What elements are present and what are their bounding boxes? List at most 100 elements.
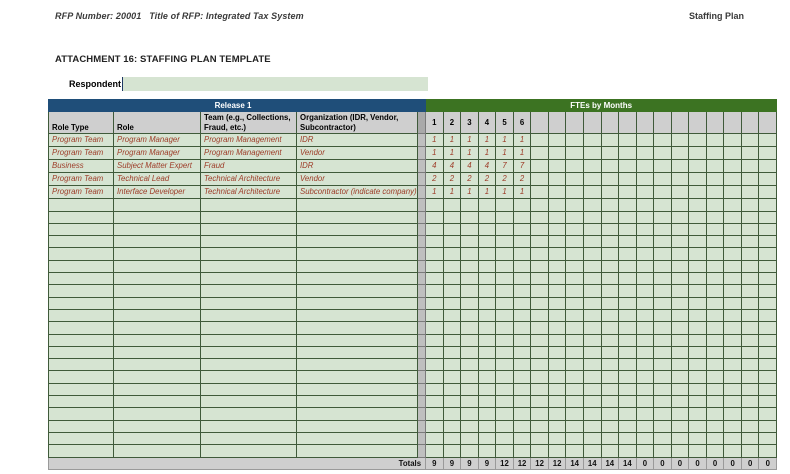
cell-empty[interactable] <box>512 284 532 298</box>
table-row-empty[interactable] <box>48 444 778 458</box>
cell-empty[interactable] <box>425 358 444 372</box>
cell-empty[interactable] <box>653 419 672 433</box>
cell-empty[interactable] <box>670 308 690 323</box>
cell-empty[interactable] <box>477 431 497 446</box>
cell-empty[interactable] <box>530 284 549 298</box>
cell-fte-month-19[interactable] <box>740 185 760 200</box>
cell-fte-month-3[interactable]: 2 <box>460 172 479 187</box>
cell-empty[interactable] <box>200 210 297 224</box>
cell-empty[interactable] <box>758 321 778 335</box>
cell-empty[interactable] <box>740 382 760 397</box>
cell-empty[interactable] <box>740 395 760 409</box>
cell-team[interactable]: Program Management <box>200 133 297 148</box>
cell-empty[interactable] <box>723 222 742 237</box>
cell-fte-month-20[interactable] <box>758 172 778 187</box>
cell-empty[interactable] <box>530 407 549 421</box>
cell-fte-month-5[interactable]: 2 <box>495 172 514 187</box>
cell-empty[interactable] <box>705 370 725 384</box>
cell-empty[interactable] <box>565 272 584 286</box>
cell-empty[interactable] <box>200 382 297 397</box>
cell-empty[interactable] <box>113 222 201 237</box>
cell-empty[interactable] <box>295 235 419 249</box>
cell-empty[interactable] <box>295 210 419 224</box>
cell-empty[interactable] <box>758 395 778 409</box>
cell-fte-month-4[interactable]: 1 <box>477 185 497 200</box>
cell-empty[interactable] <box>565 284 584 298</box>
table-row-empty[interactable] <box>48 358 778 372</box>
cell-empty[interactable] <box>600 431 620 446</box>
cell-fte-month-12[interactable] <box>618 133 637 148</box>
cell-empty[interactable] <box>740 222 760 237</box>
cell-empty[interactable] <box>635 308 655 323</box>
cell-empty[interactable] <box>547 284 567 298</box>
cell-empty[interactable] <box>200 296 297 310</box>
cell-empty[interactable] <box>200 198 297 212</box>
cell-empty[interactable] <box>758 444 778 458</box>
cell-empty[interactable] <box>670 444 690 458</box>
cell-empty[interactable] <box>495 444 514 458</box>
cell-empty[interactable] <box>618 308 637 323</box>
cell-empty[interactable] <box>200 345 297 360</box>
cell-empty[interactable] <box>600 210 620 224</box>
cell-empty[interactable] <box>547 259 567 274</box>
cell-empty[interactable] <box>495 210 514 224</box>
cell-empty[interactable] <box>705 272 725 286</box>
cell-fte-month-11[interactable] <box>600 172 620 187</box>
cell-empty[interactable] <box>565 444 584 458</box>
cell-empty[interactable] <box>442 419 462 433</box>
cell-fte-month-4[interactable]: 1 <box>477 146 497 161</box>
cell-fte-month-19[interactable] <box>740 159 760 174</box>
cell-empty[interactable] <box>705 210 725 224</box>
cell-empty[interactable] <box>425 382 444 397</box>
cell-organization[interactable]: Vendor <box>295 146 419 161</box>
cell-empty[interactable] <box>442 198 462 212</box>
cell-empty[interactable] <box>113 210 201 224</box>
cell-empty[interactable] <box>600 247 620 261</box>
cell-empty[interactable] <box>495 296 514 310</box>
cell-fte-month-17[interactable] <box>705 133 725 148</box>
cell-empty[interactable] <box>705 444 725 458</box>
cell-empty[interactable] <box>705 407 725 421</box>
cell-empty[interactable] <box>425 222 444 237</box>
cell-empty[interactable] <box>512 210 532 224</box>
cell-empty[interactable] <box>295 370 419 384</box>
cell-empty[interactable] <box>618 333 637 347</box>
cell-empty[interactable] <box>442 296 462 310</box>
cell-empty[interactable] <box>705 308 725 323</box>
cell-empty[interactable] <box>758 370 778 384</box>
cell-empty[interactable] <box>460 370 479 384</box>
cell-fte-month-4[interactable]: 4 <box>477 159 497 174</box>
cell-empty[interactable] <box>460 321 479 335</box>
cell-empty[interactable] <box>723 370 742 384</box>
cell-fte-month-17[interactable] <box>705 146 725 161</box>
cell-empty[interactable] <box>442 222 462 237</box>
cell-empty[interactable] <box>48 382 114 397</box>
cell-empty[interactable] <box>740 370 760 384</box>
cell-empty[interactable] <box>653 358 672 372</box>
cell-empty[interactable] <box>477 407 497 421</box>
cell-empty[interactable] <box>688 272 707 286</box>
cell-fte-month-13[interactable] <box>635 172 655 187</box>
cell-fte-month-13[interactable] <box>635 146 655 161</box>
cell-empty[interactable] <box>688 370 707 384</box>
cell-empty[interactable] <box>758 358 778 372</box>
table-row-empty[interactable] <box>48 210 778 224</box>
cell-empty[interactable] <box>48 284 114 298</box>
cell-empty[interactable] <box>200 321 297 335</box>
cell-empty[interactable] <box>48 198 114 212</box>
cell-empty[interactable] <box>618 345 637 360</box>
cell-empty[interactable] <box>653 259 672 274</box>
cell-empty[interactable] <box>295 444 419 458</box>
cell-empty[interactable] <box>740 296 760 310</box>
cell-empty[interactable] <box>705 431 725 446</box>
cell-fte-month-15[interactable] <box>670 133 690 148</box>
cell-empty[interactable] <box>618 358 637 372</box>
cell-empty[interactable] <box>460 284 479 298</box>
cell-empty[interactable] <box>477 419 497 433</box>
cell-empty[interactable] <box>688 259 707 274</box>
cell-empty[interactable] <box>582 198 602 212</box>
cell-empty[interactable] <box>425 333 444 347</box>
cell-empty[interactable] <box>442 370 462 384</box>
cell-empty[interactable] <box>495 272 514 286</box>
cell-empty[interactable] <box>635 407 655 421</box>
